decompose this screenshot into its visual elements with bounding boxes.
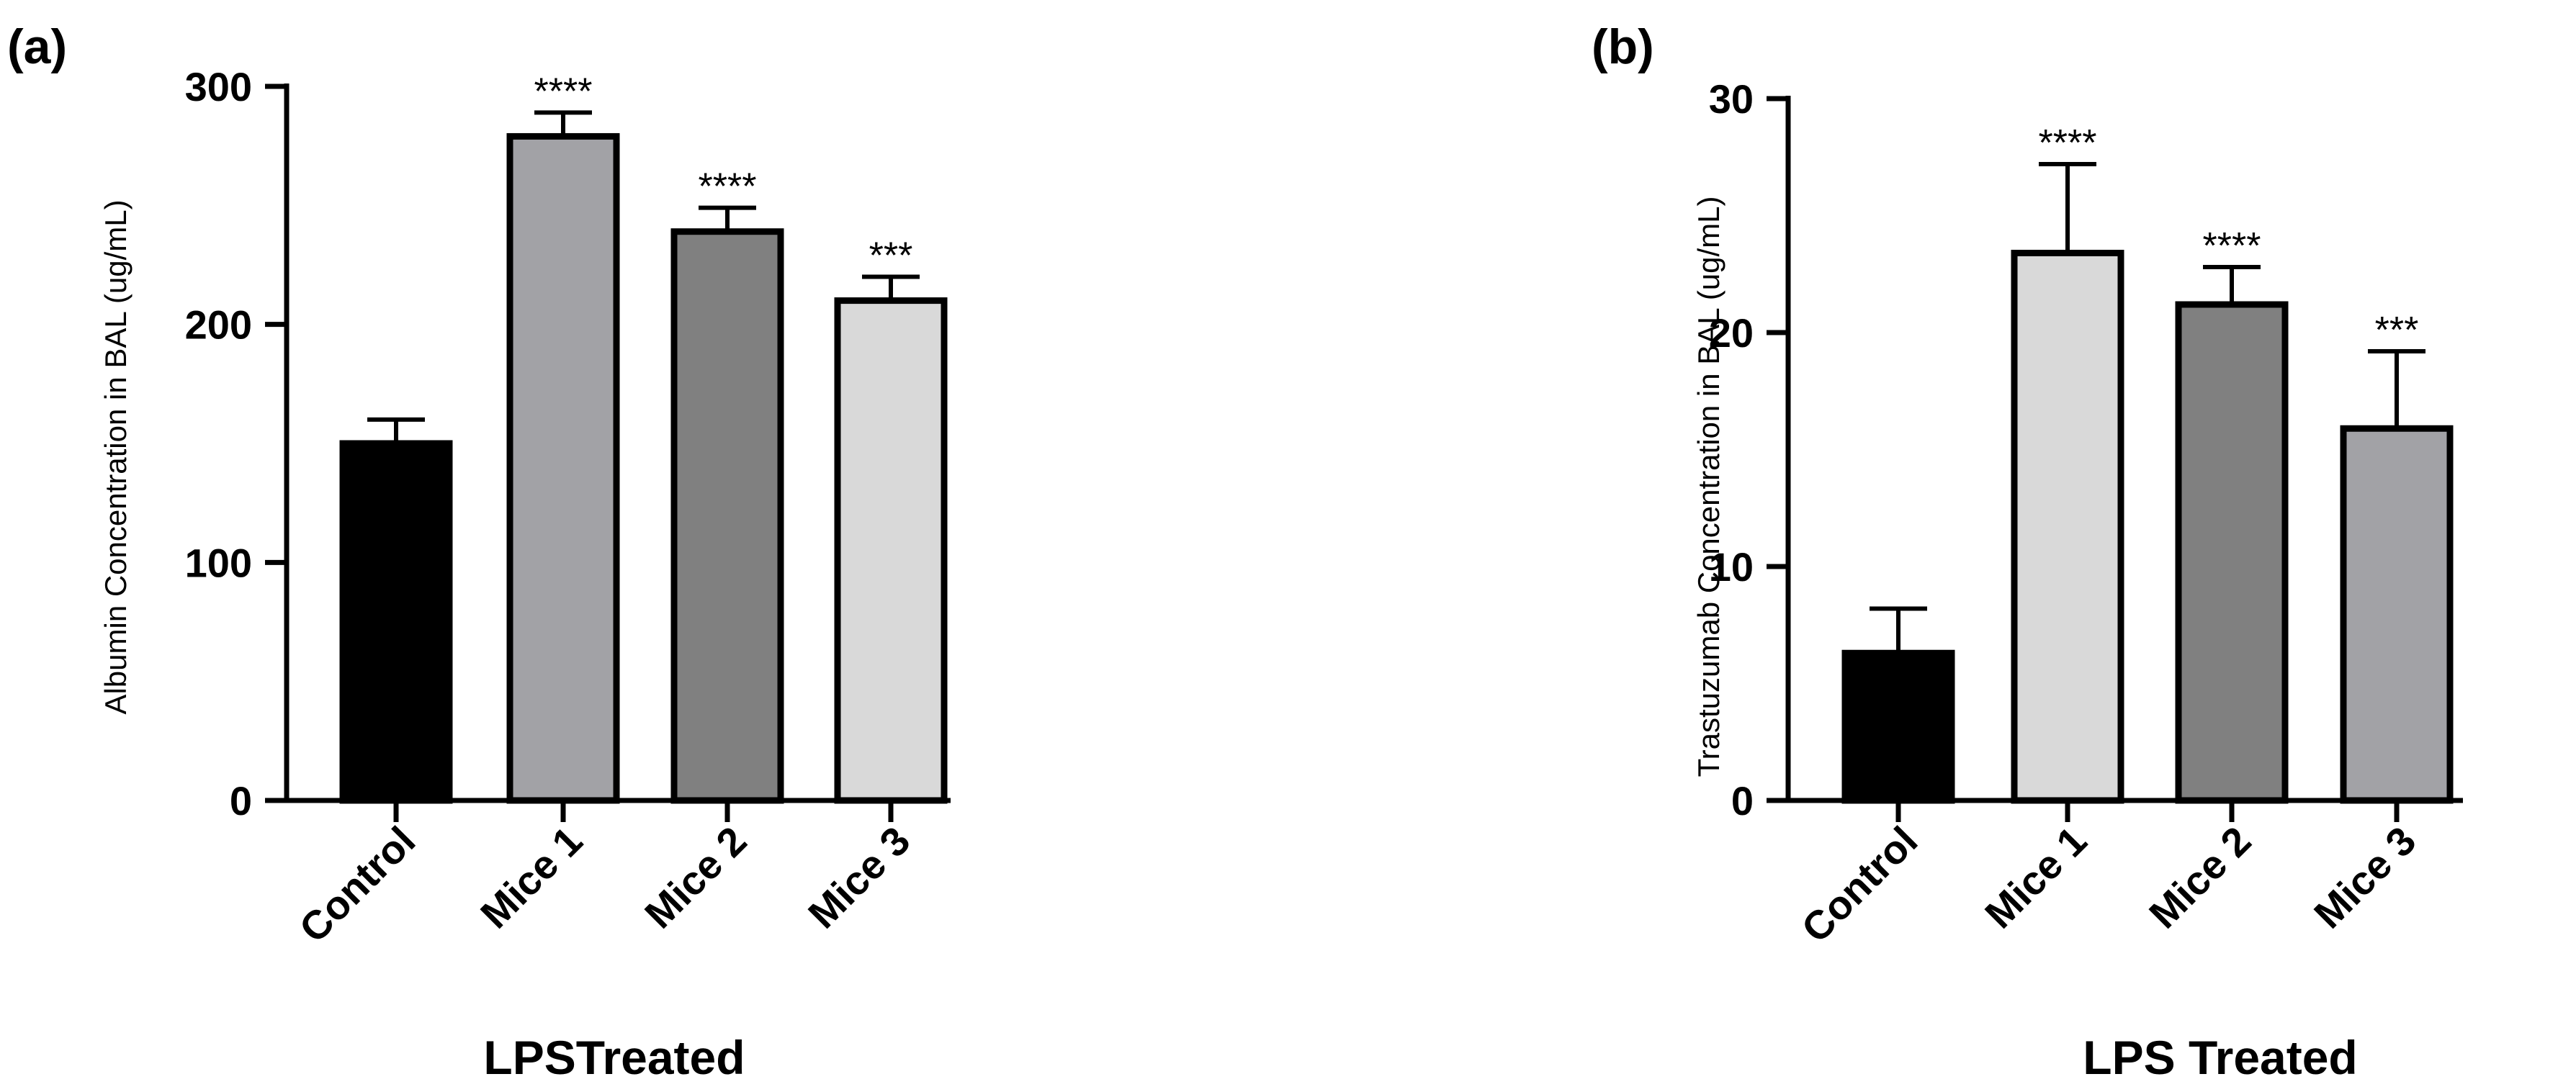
error-bars-b <box>1870 162 2425 654</box>
error-bar <box>699 205 756 232</box>
y-tick-label: 20 <box>1709 310 1754 356</box>
error-bar <box>2039 162 2096 253</box>
significance-label: **** <box>699 166 757 208</box>
error-bar <box>862 274 920 301</box>
error-bars-a <box>367 110 920 443</box>
y-axis-title-a: Albumin Concentration in BAL (ug/mL) <box>99 199 133 714</box>
error-bar <box>1870 606 1927 654</box>
significance-label: *** <box>869 235 913 277</box>
panel-label-b: (b) <box>1592 19 1654 74</box>
category-label: Mice 2 <box>2140 818 2260 937</box>
bar-mice-2 <box>670 228 784 804</box>
significance-label: **** <box>2039 122 2097 164</box>
bar-control <box>339 440 453 804</box>
bar-mice-3 <box>834 297 948 804</box>
y-ticks-a: 0 100 200 300 <box>185 64 287 823</box>
category-labels-a: Control Mice 1 Mice 2 Mice 3 <box>290 800 918 951</box>
significance-label: *** <box>2375 310 2419 351</box>
category-label: Mice 3 <box>799 818 919 937</box>
y-tick-label: 100 <box>185 540 252 585</box>
y-tick-label: 200 <box>185 302 252 348</box>
error-bar <box>2368 349 2425 429</box>
category-label: Control <box>290 818 423 951</box>
bars-b <box>1841 250 2454 804</box>
chart-panel-a: (a) Albumin Concentration in BAL (ug/mL)… <box>7 19 951 1084</box>
significance-labels-b: *********** <box>2039 122 2419 351</box>
axes-b <box>1785 96 2463 803</box>
bars-a <box>339 132 948 804</box>
error-bar <box>2203 265 2261 304</box>
x-axis-title-b: LPS Treated <box>2083 1031 2357 1084</box>
bar-mice-1 <box>506 132 620 804</box>
category-label: Mice 3 <box>2305 818 2425 937</box>
y-tick-label: 0 <box>230 778 252 823</box>
significance-labels-a: *********** <box>534 71 913 276</box>
y-tick-label: 300 <box>185 64 252 109</box>
y-tick-label: 0 <box>1731 778 1754 823</box>
category-label: Mice 2 <box>636 818 755 937</box>
y-tick-label: 10 <box>1709 544 1754 590</box>
category-label: Mice 1 <box>1976 818 2096 937</box>
significance-label: **** <box>534 71 593 112</box>
bar-mice-1 <box>2011 250 2124 804</box>
y-ticks-b: 0 10 20 30 <box>1709 76 1788 823</box>
bar-mice-2 <box>2175 301 2289 804</box>
significance-label: **** <box>2203 225 2261 267</box>
panel-label-a: (a) <box>7 19 67 74</box>
error-bar <box>367 417 425 443</box>
category-label: Control <box>1792 818 1926 951</box>
y-axis-title-b: Trastuzumab Concentration in BAL (ug/mL) <box>1692 197 1725 777</box>
category-labels-b: Control Mice 1 Mice 2 Mice 3 <box>1792 800 2424 951</box>
y-tick-label: 30 <box>1709 76 1754 122</box>
bar-control <box>1841 649 1955 804</box>
x-axis-title-a: LPSTreated <box>483 1031 745 1084</box>
chart-panel-b: (b) Trastuzumab Concentration in BAL (ug… <box>1592 19 2463 1084</box>
category-label: Mice 1 <box>472 818 591 937</box>
axes-a <box>284 84 951 803</box>
error-bar <box>534 110 592 137</box>
bar-mice-3 <box>2340 425 2454 804</box>
